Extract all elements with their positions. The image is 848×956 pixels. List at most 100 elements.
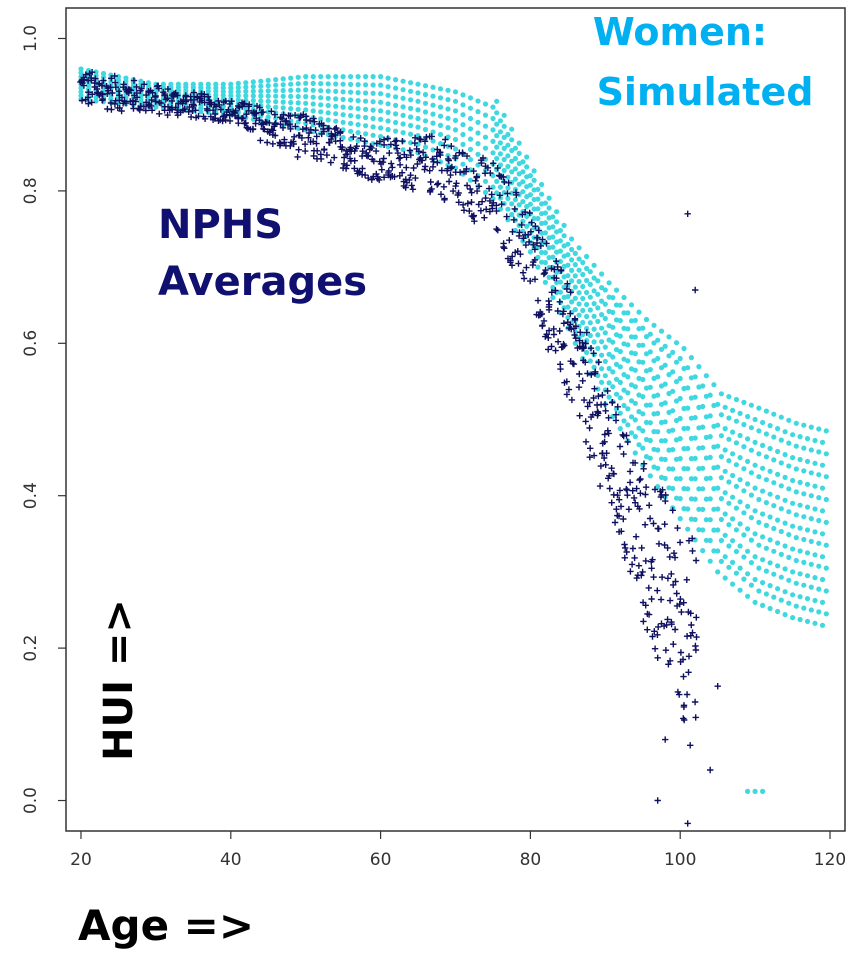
- sim-point: [763, 454, 770, 460]
- sim-point: [700, 486, 706, 492]
- sim-point: [482, 112, 489, 118]
- sim-point: [726, 522, 732, 528]
- sim-point: [535, 215, 541, 222]
- sim-point: [748, 560, 755, 566]
- sim-point: [546, 255, 552, 261]
- x-tick-label: 120: [814, 850, 846, 870]
- sim-point: [816, 563, 822, 569]
- nphs-point: [243, 111, 250, 118]
- sim-point: [625, 342, 631, 348]
- nphs-point: [576, 412, 583, 419]
- nphs-point: [427, 178, 434, 186]
- nphs-point: [112, 84, 119, 91]
- sim-point: [767, 468, 773, 474]
- sim-point: [752, 462, 758, 468]
- sim-point: [310, 74, 316, 80]
- nphs-point: [582, 340, 589, 347]
- sim-point: [250, 79, 256, 85]
- nphs-point: [118, 94, 126, 101]
- nphs-point: [641, 521, 649, 528]
- sim-point: [355, 130, 361, 136]
- sim-point: [613, 287, 620, 293]
- sim-point: [640, 428, 646, 434]
- sim-point: [763, 568, 770, 574]
- nphs-point: [292, 123, 299, 130]
- nphs-point: [140, 81, 148, 88]
- sim-point: [93, 94, 99, 100]
- sim-point: [812, 552, 818, 558]
- nphs-point: [259, 108, 267, 116]
- sim-point: [621, 372, 627, 378]
- nphs-point: [156, 99, 163, 106]
- sim-point: [520, 199, 526, 205]
- sim-point: [793, 557, 799, 564]
- sim-point: [437, 113, 444, 119]
- sim-point: [778, 483, 784, 489]
- sim-point: [497, 129, 503, 135]
- sim-point: [808, 516, 814, 522]
- sim-point: [228, 85, 234, 91]
- sim-point: [700, 527, 706, 533]
- nphs-point: [685, 653, 693, 660]
- sim-point: [658, 346, 665, 352]
- sim-point: [804, 550, 811, 556]
- sim-point: [745, 526, 751, 532]
- nphs-point: [621, 554, 628, 561]
- nphs-point: [540, 270, 548, 278]
- sim-point: [318, 116, 324, 122]
- sim-point: [797, 434, 803, 440]
- sim-point: [325, 102, 331, 109]
- sim-point: [782, 497, 788, 503]
- nphs-point: [353, 143, 360, 150]
- plot-frame: [65, 7, 846, 832]
- sim-point: [415, 81, 421, 87]
- sim-point: [325, 110, 331, 116]
- sim-point: [707, 413, 713, 419]
- sim-point: [778, 414, 784, 420]
- nphs-point: [261, 126, 268, 133]
- sim-point: [467, 146, 474, 152]
- nphs-point: [331, 154, 338, 161]
- sim-point: [819, 554, 826, 560]
- sim-point: [778, 460, 784, 466]
- sim-point: [288, 93, 294, 99]
- nphs-point: [550, 325, 557, 333]
- nphs-point: [88, 77, 95, 84]
- sim-point: [482, 189, 489, 195]
- sim-point: [655, 355, 661, 362]
- sim-point: [647, 437, 653, 444]
- sim-point: [535, 264, 541, 270]
- x-tick-label: 20: [70, 850, 92, 870]
- nphs-point: [633, 574, 640, 582]
- sim-point: [250, 84, 256, 90]
- sim-point: [804, 458, 811, 464]
- sim-point: [647, 331, 653, 337]
- sim-point: [812, 575, 818, 581]
- nphs-point: [692, 714, 699, 721]
- sim-point: [580, 283, 586, 290]
- sim-point: [228, 81, 234, 87]
- sim-point: [490, 115, 496, 122]
- sim-point: [617, 318, 623, 324]
- sim-point: [737, 521, 743, 527]
- sim-point: [235, 89, 241, 95]
- sim-point: [793, 489, 799, 495]
- sim-point: [370, 107, 376, 113]
- sim-point: [793, 443, 799, 449]
- sim-point: [745, 593, 751, 599]
- nphs-point: [156, 110, 163, 117]
- sim-point: [355, 138, 361, 144]
- nphs-point: [447, 165, 455, 172]
- nphs-point: [692, 286, 699, 294]
- sim-point: [625, 326, 631, 332]
- sim-point: [370, 132, 376, 138]
- sim-point: [370, 115, 376, 122]
- sim-point: [280, 105, 286, 111]
- sim-point: [786, 486, 792, 492]
- sim-point: [670, 485, 676, 492]
- sim-point: [797, 456, 803, 463]
- sim-point: [711, 506, 717, 512]
- sim-point: [771, 480, 777, 486]
- sim-point: [348, 120, 354, 126]
- sim-point: [722, 511, 728, 517]
